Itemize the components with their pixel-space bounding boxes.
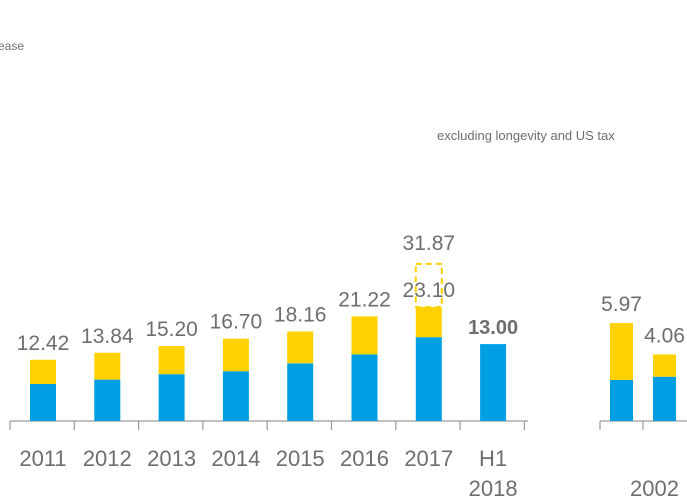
bar-total-label: 23.10 xyxy=(403,279,456,302)
bar-segment-blue xyxy=(415,337,442,421)
x-tick-label: 2017 xyxy=(404,446,453,471)
annotation-longevity: excluding longevity and US tax xyxy=(437,128,615,143)
secondary-chart-group: 5.974.06 2002 xyxy=(599,293,687,499)
bar-segment-yellow xyxy=(415,307,442,338)
bar-segment-blue xyxy=(351,354,378,421)
bar-total-label: 12.42 xyxy=(17,332,70,355)
bar-segment-blue xyxy=(30,384,56,421)
bar-segment-yellow xyxy=(158,346,185,375)
x-tick-label: 2013 xyxy=(147,446,196,471)
bar-segment-blue xyxy=(480,344,507,421)
dashed-extension-box xyxy=(414,262,443,309)
bar-total-label-2: 4.06 xyxy=(644,324,685,347)
bar-segment-blue xyxy=(222,371,249,421)
bar-total-label: 16.70 xyxy=(210,311,263,334)
extension-total-label: 31.87 xyxy=(403,232,456,255)
bar-segment-blue xyxy=(94,379,121,421)
bar-segment-yellow xyxy=(30,359,56,385)
bar-total-label: 13.84 xyxy=(81,325,134,348)
x-tick-label: 2018 xyxy=(469,476,518,499)
x-tick-label: 2011 xyxy=(19,446,66,471)
x-tick-label: 2015 xyxy=(276,446,325,471)
bar-segment-blue-2 xyxy=(610,380,633,421)
x-tick-label: 2016 xyxy=(340,446,389,471)
bar-segment-blue xyxy=(158,374,185,421)
x-tick-label: H1 xyxy=(479,446,507,471)
bar-segment-blue-2 xyxy=(653,376,676,421)
bar-segment-yellow-2 xyxy=(610,323,633,380)
main-chart-group: 12.42 2011 13.84 2012 15.20 2013 16.70 2014 18.1… xyxy=(9,232,528,499)
bar-segment-yellow xyxy=(287,331,314,364)
bar-segment-yellow-2 xyxy=(653,354,676,377)
bar-total-label: 13.00 xyxy=(468,317,518,339)
bar-segment-blue xyxy=(287,363,314,421)
x-tick-label: 2012 xyxy=(83,446,132,471)
bar-total-label: 21.22 xyxy=(338,288,391,311)
x-tick-label: 2014 xyxy=(211,446,260,471)
bar-total-label-2: 5.97 xyxy=(601,293,642,316)
truncated-left-annotation: ease xyxy=(0,39,24,53)
bar-segment-yellow xyxy=(94,352,121,380)
x-tick-label-2: 2002 xyxy=(630,476,679,499)
bar-total-label: 18.16 xyxy=(274,303,327,326)
bar-total-label: 15.20 xyxy=(145,318,198,341)
bar-segment-yellow xyxy=(222,338,249,372)
bar-segment-yellow xyxy=(351,316,378,355)
